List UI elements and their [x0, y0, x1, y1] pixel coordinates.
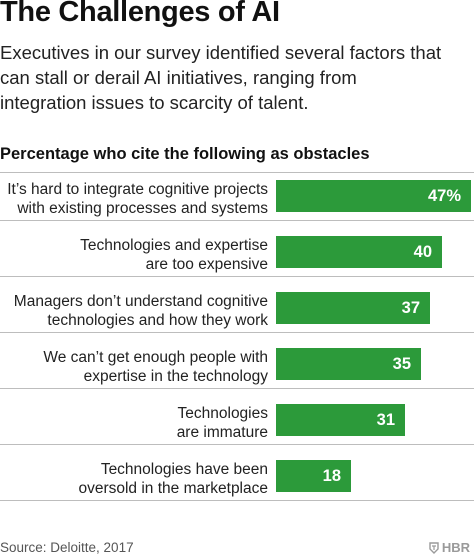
- category-label: We can’t get enough people with expertise…: [0, 348, 268, 386]
- bar: [276, 348, 421, 380]
- divider: [0, 500, 474, 501]
- category-label-line: oversold in the marketplace: [78, 480, 268, 497]
- bar-row: It’s hard to integrate cognitive project…: [0, 176, 474, 232]
- category-label: It’s hard to integrate cognitive project…: [0, 180, 268, 218]
- bar-row: Technologies have been oversold in the ma…: [0, 456, 474, 512]
- divider: [0, 388, 474, 389]
- chart-title: The Challenges of AI: [0, 0, 280, 28]
- bar: [276, 404, 405, 436]
- chart-heading: Percentage who cite the following as obs…: [0, 145, 370, 163]
- bar-row: Technologies are immature 31: [0, 400, 474, 456]
- divider: [0, 444, 474, 445]
- category-label-line: expertise in the technology: [83, 368, 268, 385]
- divider: [0, 276, 474, 277]
- category-label-line: Technologies and expertise: [80, 237, 268, 254]
- value-label: 40: [413, 243, 432, 261]
- value-label: 18: [322, 467, 341, 485]
- divider: [0, 332, 474, 333]
- source-note: Source: Deloitte, 2017: [0, 540, 134, 555]
- category-label: Technologies and expertise are too expens…: [0, 236, 268, 274]
- category-label-line: Managers don’t understand cognitive: [13, 293, 268, 310]
- category-label-line: with existing processes and systems: [17, 200, 268, 217]
- intro-line: can stall or derail AI initiatives, rang…: [0, 67, 357, 88]
- hbr-logo: HBR: [429, 540, 470, 555]
- bar: [276, 180, 471, 212]
- category-label-line: are immature: [176, 424, 268, 441]
- category-label: Managers don’t understand cognitive techn…: [0, 292, 268, 330]
- category-label-line: We can’t get enough people with: [43, 349, 268, 366]
- value-label: 37: [401, 299, 420, 317]
- category-label: Technologies have been oversold in the ma…: [0, 460, 268, 498]
- category-label-line: Technologies have been: [100, 461, 268, 478]
- bar-row: We can’t get enough people with expertise…: [0, 344, 474, 400]
- category-label-line: It’s hard to integrate cognitive project…: [7, 181, 268, 198]
- divider: [0, 172, 474, 173]
- hbr-shield-icon: [429, 541, 439, 554]
- intro-line: Executives in our survey identified seve…: [0, 42, 442, 63]
- category-label-line: technologies and how they work: [47, 312, 268, 329]
- category-label: Technologies are immature: [0, 404, 268, 442]
- bar-row: Managers don’t understand cognitive techn…: [0, 288, 474, 344]
- bar: [276, 292, 430, 324]
- divider: [0, 220, 474, 221]
- bar: [276, 460, 351, 492]
- intro-text: Executives in our survey identified seve…: [0, 40, 474, 115]
- category-label-line: are too expensive: [145, 256, 268, 273]
- bar: [276, 236, 442, 268]
- value-label: 47%: [427, 187, 461, 205]
- bar-row: Technologies and expertise are too expens…: [0, 232, 474, 288]
- value-label: 35: [392, 355, 411, 373]
- logo-text: HBR: [441, 540, 470, 555]
- value-label: 31: [376, 411, 395, 429]
- intro-line: integration issues to scarcity of talent…: [0, 92, 309, 113]
- category-label-line: Technologies: [177, 405, 268, 422]
